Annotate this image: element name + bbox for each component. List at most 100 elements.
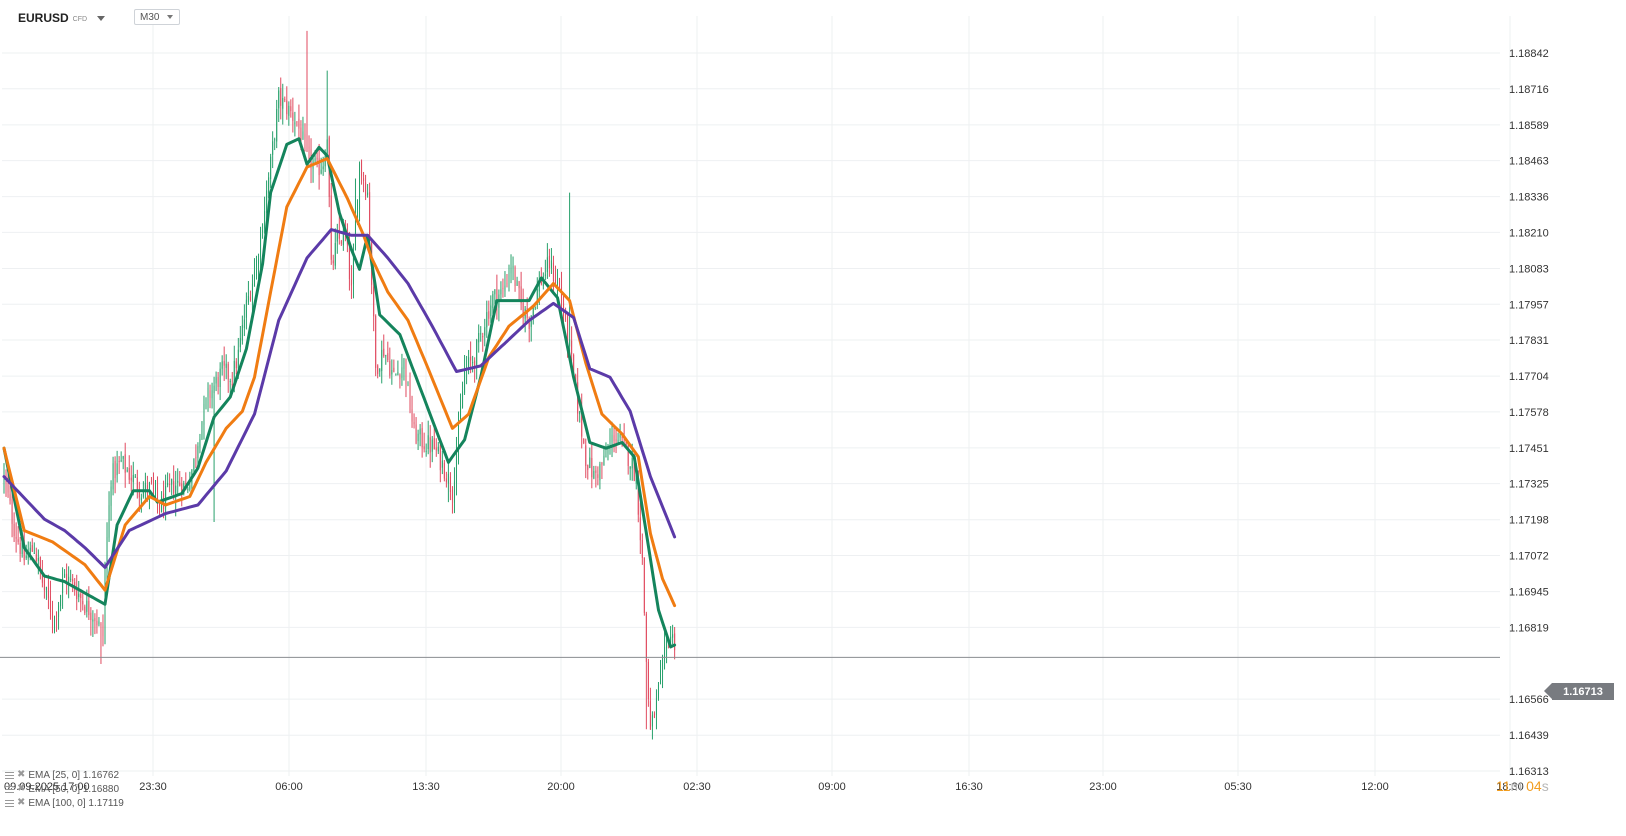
candle-body [437, 446, 439, 452]
candle-body [197, 445, 199, 458]
legend-label: EMA [50, 0] 1.16880 [28, 783, 120, 795]
candle-body [401, 367, 403, 378]
close-icon[interactable]: ✖ [17, 783, 26, 794]
candle-body [318, 158, 320, 176]
candle-body [447, 473, 449, 484]
candle-body [615, 439, 617, 442]
candle-body [215, 377, 217, 384]
indicator-legend: ✖ EMA [25, 0] 1.16762 ✖ EMA [50, 0] 1.16… [5, 768, 124, 810]
candle-body [169, 483, 171, 485]
candle-body [403, 359, 405, 369]
candle-body [94, 618, 96, 622]
legend-label: EMA [25, 0] 1.16762 [28, 769, 120, 781]
candle-body [207, 387, 209, 397]
candle-body [282, 97, 284, 109]
candle-body [35, 554, 37, 561]
candle-body [11, 499, 13, 524]
candle-body [231, 383, 233, 385]
candle-body [379, 368, 381, 372]
candle-body [253, 271, 255, 287]
candle-body [631, 457, 633, 469]
timeframe-select[interactable]: M30 [134, 9, 180, 25]
candle-body [33, 552, 35, 554]
candle-body [409, 380, 411, 411]
price-tick-label: 1.17704 [1509, 371, 1549, 383]
candle-body [98, 621, 100, 625]
countdown-minutes-unit: m [1510, 778, 1523, 794]
candle-body [520, 286, 522, 304]
settings-icon[interactable] [5, 771, 14, 779]
candle-body [227, 363, 229, 380]
settings-icon[interactable] [5, 799, 14, 807]
candle-body [381, 349, 383, 372]
candle-body [453, 481, 455, 503]
candle-body [322, 166, 324, 170]
candle-body [82, 600, 84, 605]
time-tick-label: 06:00 [275, 781, 303, 793]
candle-body [611, 434, 613, 443]
ema-lines [2, 137, 677, 649]
candle-body [146, 485, 148, 494]
candle-body [189, 485, 191, 490]
candle-body [92, 619, 94, 622]
candle-body [100, 624, 102, 626]
candle-body [472, 362, 474, 364]
candle-body [660, 671, 661, 683]
candle-body [219, 368, 221, 388]
candle-body [41, 570, 43, 583]
candle-body [470, 356, 472, 361]
settings-icon[interactable] [5, 785, 14, 793]
candle-body [23, 540, 25, 561]
candle-body [435, 447, 437, 451]
legend-label: EMA [100, 0] 1.17119 [28, 797, 124, 809]
close-icon[interactable]: ✖ [17, 769, 26, 780]
candle-body [419, 428, 421, 435]
candle-body [504, 285, 506, 292]
candle-body [209, 390, 211, 398]
candle-body [357, 207, 358, 225]
price-tick-label: 1.17957 [1509, 299, 1549, 311]
candle-body [367, 192, 369, 195]
candle-body [66, 573, 68, 584]
candle-body [292, 112, 294, 122]
candle-body [595, 470, 597, 473]
candle-body [411, 409, 413, 422]
candle-body [175, 485, 177, 497]
symbol-selector[interactable]: EURUSD CFD [18, 9, 106, 27]
candle-body [266, 190, 268, 213]
candle-body [672, 634, 674, 638]
candle-body [102, 625, 104, 637]
price-tick-label: 1.18336 [1509, 192, 1549, 204]
chevron-down-icon[interactable] [97, 15, 106, 21]
candle-body [270, 156, 272, 179]
candle-body [613, 435, 615, 441]
time-tick-label: 09.09.2025 17:00 [4, 781, 90, 793]
close-icon[interactable]: ✖ [17, 797, 26, 808]
candle-body [195, 457, 197, 459]
time-tick-label: 05:30 [1224, 781, 1252, 793]
candle-body [664, 647, 666, 658]
price-axis[interactable]: 1.18842 1.18716 1.18589 1.18463 1.18336 1.182… [1509, 48, 1549, 778]
candle-body [647, 661, 649, 700]
time-axis[interactable]: 09.09.2025 17:00 23:30 06:00 13:30 20:00 02:3… [4, 781, 1524, 793]
candle-body [268, 177, 270, 194]
candle-body [548, 255, 550, 269]
candle-body [532, 307, 534, 317]
candle-body [407, 382, 409, 386]
candle-body [573, 354, 575, 374]
ema-line [2, 228, 677, 569]
candle-body [308, 146, 310, 149]
candle-body [142, 490, 144, 497]
candle-body [15, 536, 17, 539]
candle-body [177, 480, 179, 483]
candle-body [251, 283, 253, 301]
candle-body [155, 487, 156, 489]
candle-body [363, 178, 365, 181]
candle-body [554, 279, 556, 284]
candle-body [361, 161, 363, 177]
candle-body [126, 470, 128, 472]
candle-body [278, 90, 280, 109]
candle-body [516, 280, 518, 286]
candle-body [514, 267, 516, 286]
